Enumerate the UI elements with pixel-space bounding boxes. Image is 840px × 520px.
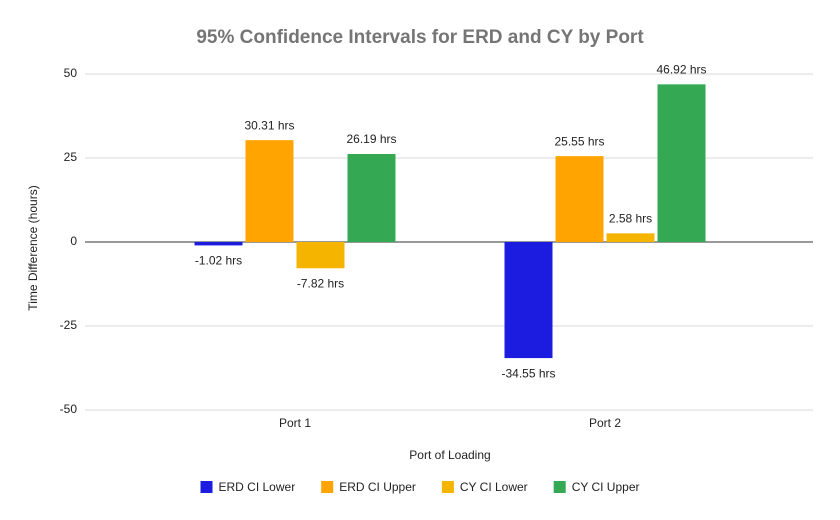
bar bbox=[245, 140, 294, 242]
legend-label: ERD CI Lower bbox=[219, 480, 296, 494]
value-label: -1.02 hrs bbox=[195, 254, 242, 268]
bar bbox=[504, 242, 553, 359]
y-tick-label: -50 bbox=[60, 402, 78, 416]
chart-title: 95% Confidence Intervals for ERD and CY … bbox=[196, 27, 644, 48]
bar bbox=[194, 242, 243, 246]
value-label: 25.55 hrs bbox=[554, 134, 604, 148]
legend-label: CY CI Lower bbox=[460, 480, 528, 494]
value-label: 46.92 hrs bbox=[656, 63, 706, 77]
y-tick-label: 50 bbox=[64, 66, 78, 80]
y-tick-label: 0 bbox=[70, 234, 77, 248]
value-label: 26.19 hrs bbox=[346, 132, 396, 146]
bar bbox=[555, 156, 604, 242]
legend-swatch bbox=[200, 481, 213, 493]
x-tick-label: Port 2 bbox=[589, 416, 621, 430]
x-axis-title: Port of Loading bbox=[409, 448, 490, 462]
y-axis-title: Time Difference (hours) bbox=[26, 185, 40, 310]
legend-label: CY CI Upper bbox=[572, 480, 640, 494]
value-label: -34.55 hrs bbox=[501, 366, 555, 380]
value-label: 30.31 hrs bbox=[244, 118, 294, 132]
bar bbox=[347, 154, 396, 242]
x-tick-label: Port 1 bbox=[279, 416, 311, 430]
bar bbox=[296, 242, 345, 269]
value-label: -7.82 hrs bbox=[297, 276, 344, 290]
legend-swatch bbox=[441, 481, 454, 493]
value-label: 2.58 hrs bbox=[609, 212, 652, 226]
y-tick-label: -25 bbox=[60, 318, 78, 332]
legend-label: ERD CI Upper bbox=[339, 480, 416, 494]
legend-swatch bbox=[553, 481, 566, 493]
legend-swatch bbox=[321, 481, 334, 493]
bar bbox=[606, 233, 655, 242]
y-tick-label: 25 bbox=[64, 150, 78, 164]
bar bbox=[657, 84, 706, 242]
